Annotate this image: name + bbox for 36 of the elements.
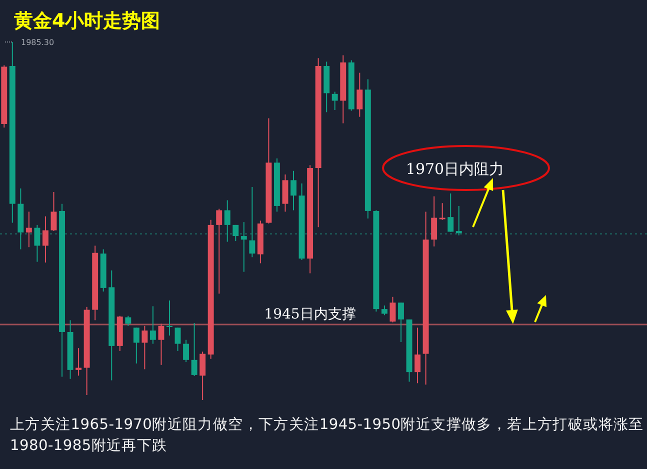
candlestick (224, 200, 230, 242)
candlestick (76, 348, 82, 376)
candlestick (42, 216, 48, 264)
candlestick (332, 91, 338, 111)
candlestick (448, 192, 454, 232)
candlestick (390, 296, 396, 323)
candlestick (240, 222, 247, 272)
candlestick (398, 302, 404, 343)
annotation: 1970日内阻力 (406, 160, 504, 178)
candlestick (431, 196, 438, 247)
candlestick (414, 327, 421, 384)
candlestick (133, 327, 140, 364)
candlestick (200, 351, 206, 400)
candlestick (125, 315, 132, 326)
candlestick (183, 339, 190, 363)
candlestick (216, 208, 222, 294)
candlestick (232, 224, 239, 242)
candlestick (356, 72, 363, 118)
annotation: 1985.30 (21, 38, 54, 47)
candlestick (26, 211, 32, 248)
ref-line-label: 1945日内支撑 (264, 306, 356, 322)
candlestick (456, 205, 462, 236)
candlestick (50, 192, 57, 232)
chart-title: 黄金4小时走势图 (13, 10, 160, 32)
candlestick (174, 327, 181, 352)
candlestick (166, 300, 172, 336)
candlestick (381, 304, 388, 316)
candlestick (249, 186, 256, 258)
candlestick (290, 170, 296, 211)
candlestick (34, 224, 40, 262)
candlestick (150, 306, 156, 344)
text: 上方关注1965-1970附近阻力做空，下方关注1945-1950附近支撑做多，若上方打破或将涨至1980-1985附近再下跌 (10, 415, 645, 456)
candlestick (282, 174, 288, 212)
candlestick (158, 323, 164, 366)
candlestick (191, 322, 198, 377)
candlestick (142, 325, 148, 370)
